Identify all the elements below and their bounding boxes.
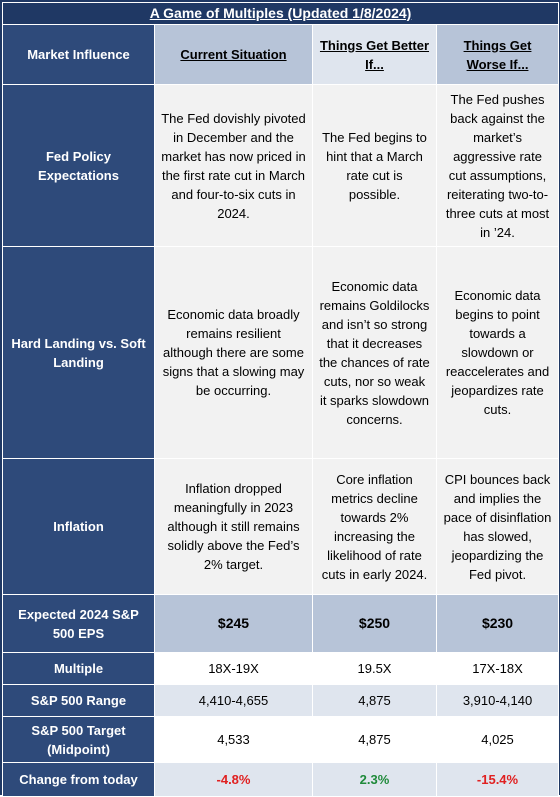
row-label-change: Change from today xyxy=(2,762,155,797)
cell-eps-current: $245 xyxy=(154,594,313,653)
cell-fed-worse: The Fed pushes back against the market’s… xyxy=(435,84,560,247)
cell-landing-current: Economic data broadly remains resilient … xyxy=(154,246,313,459)
table-title: A Game of Multiples (Updated 1/8/2024) xyxy=(1,2,560,25)
header-things-get-worse: Things Get Worse If... xyxy=(435,24,560,85)
cell-change-better: 2.3% xyxy=(312,762,437,797)
row-label-target: S&P 500 Target (Midpoint) xyxy=(2,716,155,763)
cell-fed-current: The Fed dovishly pivoted in December and… xyxy=(154,84,313,247)
cell-target-current: 4,533 xyxy=(154,716,313,763)
row-label-eps: Expected 2024 S&P 500 EPS xyxy=(2,594,155,653)
cell-change-worse: -15.4% xyxy=(435,762,560,797)
cell-range-better: 4,875 xyxy=(312,684,437,717)
header-things-get-better: Things Get Better If... xyxy=(312,24,437,85)
cell-landing-better: Economic data remains Goldilocks and isn… xyxy=(312,246,437,459)
cell-target-better: 4,875 xyxy=(312,716,437,763)
cell-inflation-worse: CPI bounces back and implies the pace of… xyxy=(435,458,560,595)
cell-target-worse: 4,025 xyxy=(435,716,560,763)
cell-landing-worse: Economic data begins to point towards a … xyxy=(435,246,560,459)
cell-multiple-worse: 17X-18X xyxy=(435,652,560,685)
cell-eps-worse: $230 xyxy=(435,594,560,653)
cell-multiple-better: 19.5X xyxy=(312,652,437,685)
cell-fed-better: The Fed begins to hint that a March rate… xyxy=(312,84,437,247)
cell-range-worse: 3,910-4,140 xyxy=(435,684,560,717)
header-market-influence: Market Influence xyxy=(2,24,155,85)
row-label-fed-policy: Fed Policy Expectations xyxy=(2,84,155,247)
cell-range-current: 4,410-4,655 xyxy=(154,684,313,717)
cell-inflation-current: Inflation dropped meaningfully in 2023 a… xyxy=(154,458,313,595)
header-current-situation: Current Situation xyxy=(154,24,313,85)
cell-multiple-current: 18X-19X xyxy=(154,652,313,685)
cell-eps-better: $250 xyxy=(312,594,437,653)
row-label-range: S&P 500 Range xyxy=(2,684,155,717)
row-label-inflation: Inflation xyxy=(2,458,155,595)
cell-inflation-better: Core inflation metrics decline towards 2… xyxy=(312,458,437,595)
cell-change-current: -4.8% xyxy=(154,762,313,797)
row-label-multiple: Multiple xyxy=(2,652,155,685)
row-label-landing: Hard Landing vs. Soft Landing xyxy=(2,246,155,459)
